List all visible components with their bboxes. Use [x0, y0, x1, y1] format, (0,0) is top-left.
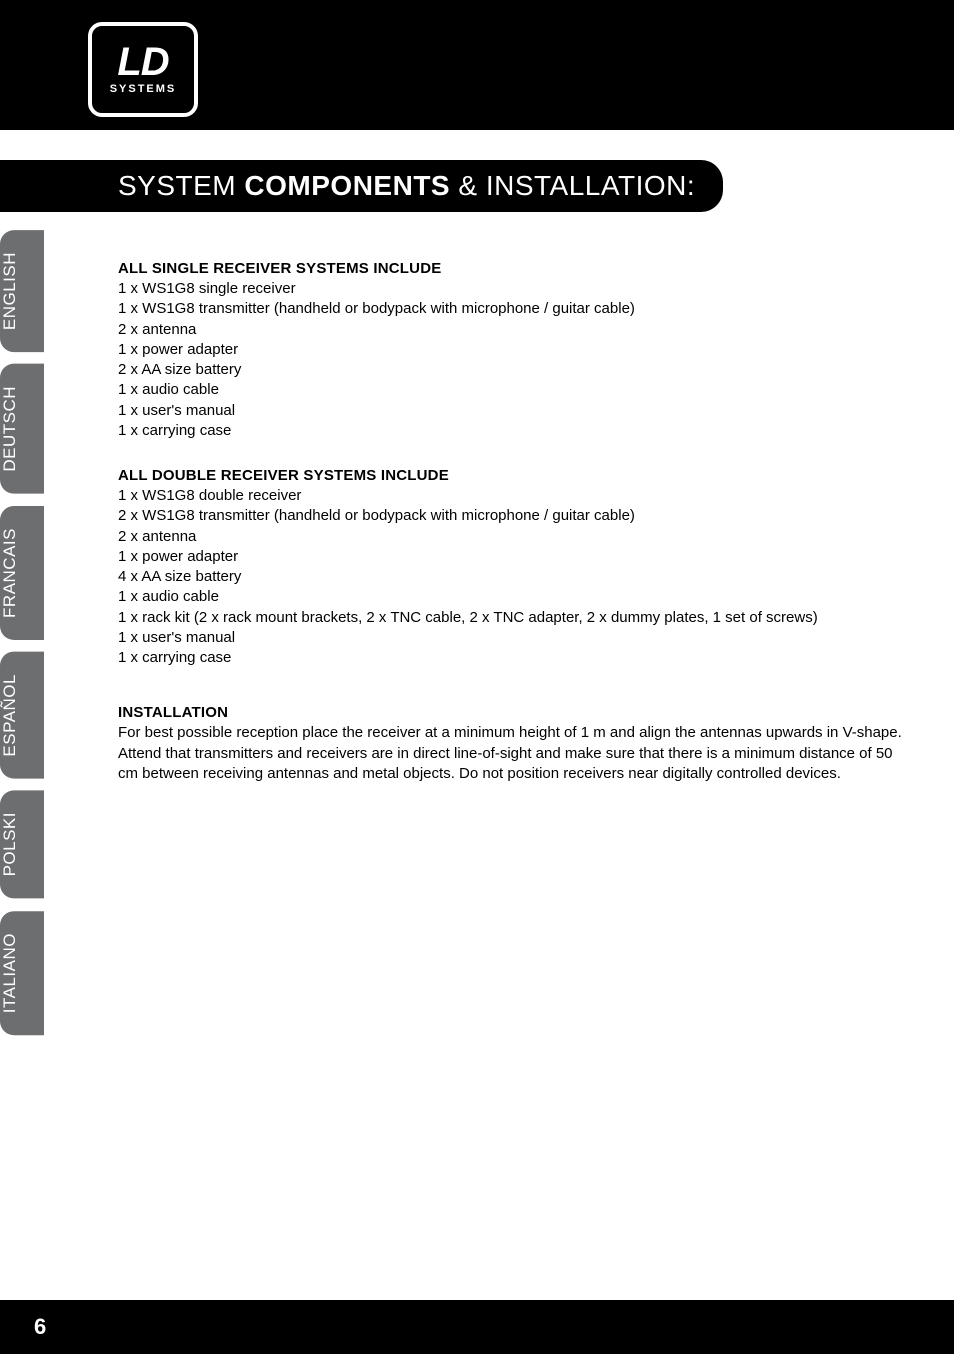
section-single-list: 1 x WS1G8 single receiver 1 x WS1G8 tran… — [118, 279, 914, 441]
list-item: 2 x antenna — [118, 320, 914, 340]
heading-pre: SYSTEM — [118, 170, 244, 201]
page-heading: SYSTEM COMPONENTS & INSTALLATION: — [0, 160, 723, 212]
list-item: 1 x rack kit (2 x rack mount brackets, 2… — [118, 608, 914, 628]
list-item: 2 x AA size battery — [118, 360, 914, 380]
heading-post: & INSTALLATION: — [450, 170, 695, 201]
section-double-title: ALL DOUBLE RECEIVER SYSTEMS INCLUDE — [118, 467, 914, 484]
top-bar: LD SYSTEMS — [0, 0, 954, 130]
lang-tab-english[interactable]: ENGLISH — [0, 230, 44, 352]
section-install: INSTALLATION For best possible reception… — [118, 704, 914, 784]
heading-bold: COMPONENTS — [244, 170, 450, 201]
footer: 6 — [0, 1300, 954, 1354]
lang-tab-deutsch[interactable]: DEUTSCH — [0, 364, 44, 494]
logo-main: LD — [117, 45, 168, 79]
lang-tab-francais[interactable]: FRANCAIS — [0, 506, 44, 640]
content: ALL SINGLE RECEIVER SYSTEMS INCLUDE 1 x … — [118, 260, 914, 784]
lang-tab-polski[interactable]: POLSKI — [0, 790, 44, 898]
lang-tab-espanol[interactable]: ESPAÑOL — [0, 652, 44, 779]
list-item: 2 x antenna — [118, 527, 914, 547]
list-item: 1 x audio cable — [118, 380, 914, 400]
heading-wrap: SYSTEM COMPONENTS & INSTALLATION: — [0, 160, 954, 212]
list-item: 1 x carrying case — [118, 648, 914, 668]
section-single-title: ALL SINGLE RECEIVER SYSTEMS INCLUDE — [118, 260, 914, 277]
list-item: 1 x power adapter — [118, 340, 914, 360]
list-item: 1 x WS1G8 transmitter (handheld or bodyp… — [118, 299, 914, 319]
list-item: 1 x WS1G8 single receiver — [118, 279, 914, 299]
list-item: 4 x AA size battery — [118, 567, 914, 587]
language-rail: ENGLISH DEUTSCH FRANCAIS ESPAÑOL POLSKI … — [0, 230, 56, 1047]
section-double-list: 1 x WS1G8 double receiver 2 x WS1G8 tran… — [118, 486, 914, 668]
list-item: 1 x user's manual — [118, 401, 914, 421]
logo-sub: SYSTEMS — [110, 83, 177, 95]
list-item: 1 x power adapter — [118, 547, 914, 567]
list-item: 2 x WS1G8 transmitter (handheld or bodyp… — [118, 506, 914, 526]
list-item: 1 x user's manual — [118, 628, 914, 648]
list-item: 1 x audio cable — [118, 587, 914, 607]
page-number: 6 — [34, 1314, 46, 1340]
section-install-title: INSTALLATION — [118, 704, 914, 721]
section-install-text: For best possible reception place the re… — [118, 723, 914, 784]
list-item: 1 x WS1G8 double receiver — [118, 486, 914, 506]
section-double: ALL DOUBLE RECEIVER SYSTEMS INCLUDE 1 x … — [118, 467, 914, 668]
logo: LD SYSTEMS — [88, 22, 198, 117]
section-single: ALL SINGLE RECEIVER SYSTEMS INCLUDE 1 x … — [118, 260, 914, 441]
lang-tab-italiano[interactable]: ITALIANO — [0, 911, 44, 1035]
list-item: 1 x carrying case — [118, 421, 914, 441]
